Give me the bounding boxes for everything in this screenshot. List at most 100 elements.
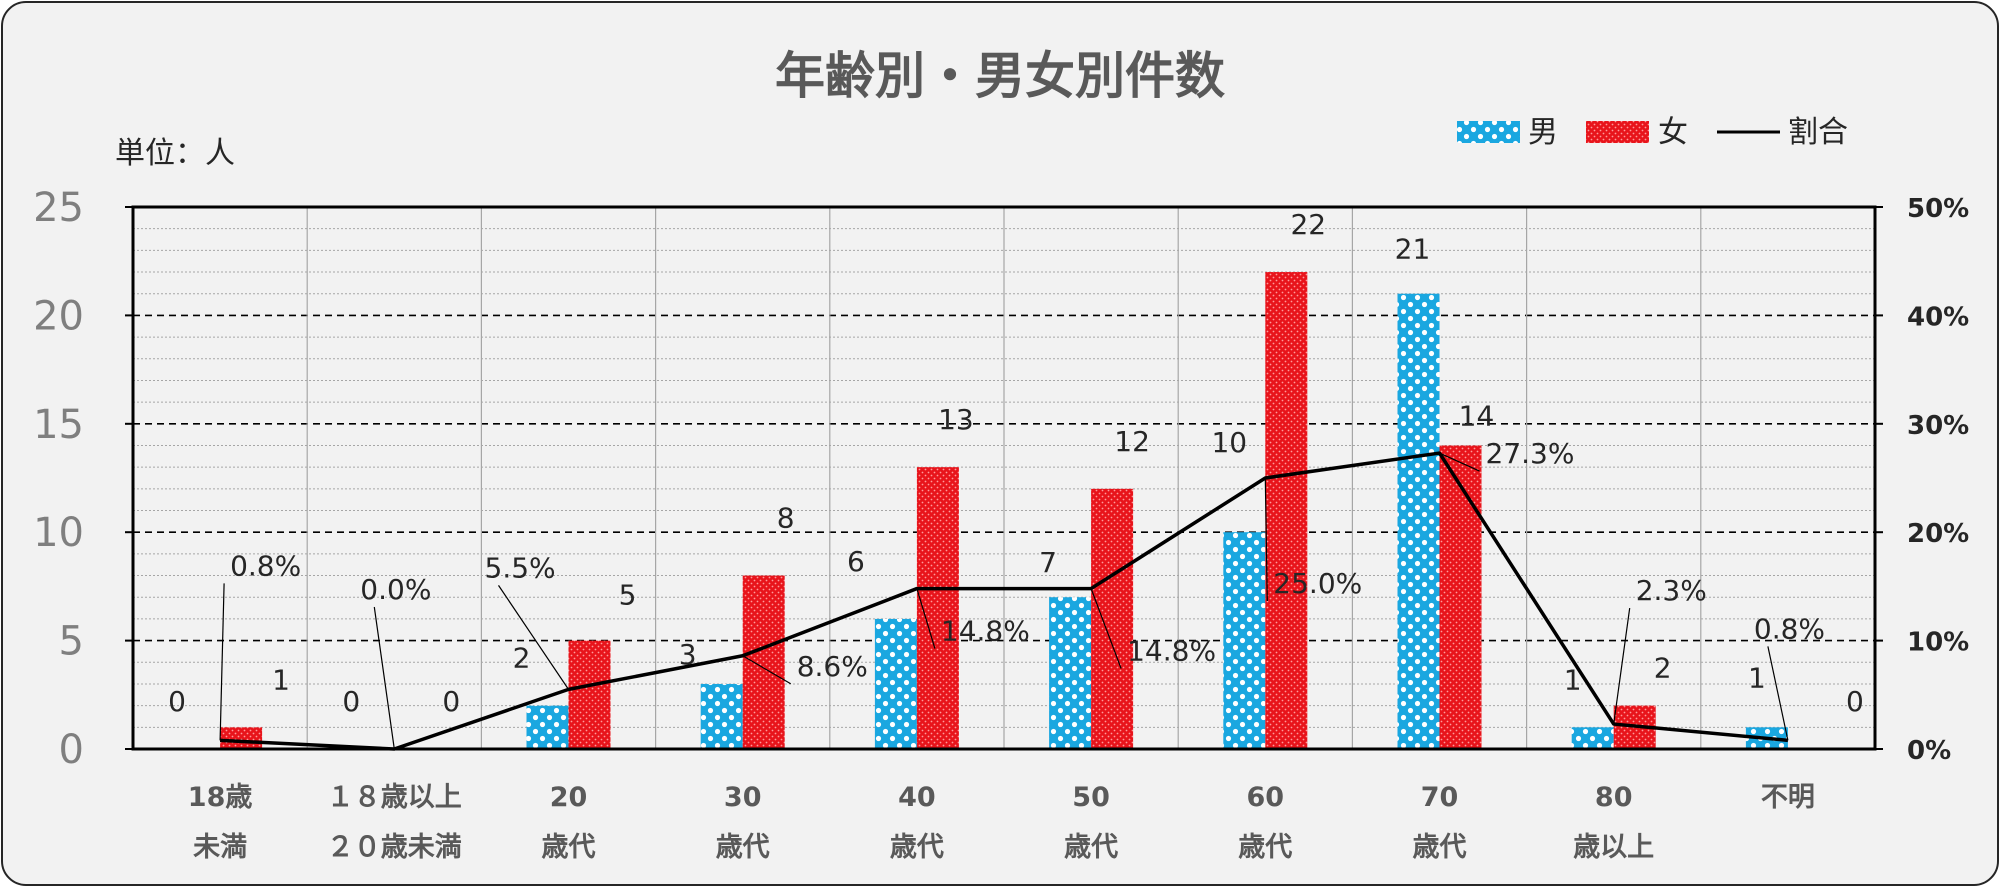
data-label-female: 13	[938, 403, 974, 436]
bar-male	[1571, 727, 1614, 749]
data-label-female: 5	[619, 579, 637, 612]
tick-label-group: 05101520250%10%20%30%40%50%18歳未満１８歳以上２０歳…	[33, 185, 1969, 863]
data-label-male: 21	[1395, 233, 1431, 266]
x-tick-label: ２０歳未満	[327, 832, 462, 863]
x-tick-label: 歳以上	[1573, 832, 1654, 863]
plot-frame	[131, 205, 1877, 751]
y-right-tick-label: 10%	[1907, 628, 1969, 658]
x-tick-label: 歳代	[1064, 832, 1118, 863]
x-tick-label: 18歳	[188, 782, 253, 813]
legend-label-male: 男	[1528, 115, 1558, 150]
data-label-female: 12	[1114, 425, 1150, 458]
data-label-ratio: 5.5%	[485, 551, 556, 584]
y-left-tick-label: 5	[59, 619, 84, 665]
x-tick-label: 80	[1595, 782, 1633, 813]
x-tick-label: 歳代	[542, 832, 596, 863]
data-label-male: 3	[679, 638, 697, 671]
bar-male	[1223, 532, 1266, 749]
bar-female	[916, 467, 959, 749]
data-label-ratio: 2.3%	[1636, 574, 1707, 607]
data-label-ratio: 0.8%	[230, 549, 301, 582]
legend-label-ratio: 割合	[1788, 115, 1848, 150]
ratio-leader-line	[1613, 607, 1631, 725]
chart-grid	[133, 207, 1875, 749]
data-label-male: 10	[1211, 426, 1247, 459]
bar-female	[220, 727, 263, 749]
ratio-leader-line	[219, 583, 225, 741]
y-right-tick-label: 50%	[1907, 194, 1969, 224]
chart-title: 年齢別・男女別件数	[775, 47, 1225, 105]
ratio-line-group	[220, 451, 1789, 751]
ratio-leader-line	[1264, 477, 1268, 602]
chart-axes	[125, 205, 1883, 751]
bar-male	[874, 618, 917, 749]
data-label-female: 0	[1846, 685, 1864, 718]
data-label-female: 2	[1654, 652, 1672, 685]
data-label-female: 8	[777, 502, 795, 535]
x-tick-label: 歳代	[890, 832, 944, 863]
x-tick-label: 歳代	[716, 832, 770, 863]
ratio-leader-line	[498, 585, 569, 690]
bar-male	[700, 683, 743, 749]
chart-legend: 男 女 割合	[1457, 115, 1848, 150]
y-left-tick-label: 15	[33, 402, 84, 448]
bar-male	[1397, 293, 1440, 749]
ratio-leader-line	[916, 588, 936, 649]
data-label-female: 0	[442, 685, 460, 718]
x-tick-label: 50	[1072, 782, 1110, 813]
bar-male	[1049, 597, 1092, 749]
data-label-ratio: 27.3%	[1486, 437, 1575, 470]
data-label-ratio: 25.0%	[1273, 567, 1362, 600]
bar-female	[1439, 445, 1482, 749]
bar-female	[1091, 488, 1134, 749]
bar-male	[526, 705, 569, 749]
legend-swatch-male	[1457, 121, 1520, 143]
y-right-tick-label: 0%	[1907, 736, 1951, 766]
data-label-female: 1	[272, 663, 290, 696]
data-label-ratio: 0.8%	[1754, 612, 1825, 645]
x-tick-label: 不明	[1761, 782, 1815, 813]
ratio-leader-line	[373, 606, 395, 750]
unit-label: 単位：人	[115, 136, 235, 171]
x-tick-label: 60	[1247, 782, 1285, 813]
y-right-tick-label: 30%	[1907, 411, 1969, 441]
y-left-tick-label: 10	[33, 510, 84, 556]
x-tick-label: 歳代	[1413, 832, 1467, 863]
x-tick-label: 20	[550, 782, 588, 813]
y-left-tick-label: 0	[59, 727, 84, 773]
x-tick-label: 70	[1421, 782, 1459, 813]
ratio-leader-line	[1767, 646, 1789, 741]
data-label-male: 7	[1039, 546, 1057, 579]
ratio-leader-line	[1090, 588, 1122, 669]
bar-group	[220, 272, 1788, 749]
data-label-female: 14	[1459, 399, 1495, 432]
x-tick-label: 未満	[193, 832, 247, 863]
y-left-tick-label: 25	[33, 185, 84, 231]
x-tick-label: 30	[724, 782, 762, 813]
y-left-tick-label: 20	[33, 293, 84, 339]
data-label-ratio: 14.8%	[941, 615, 1030, 648]
data-label-male: 1	[1748, 661, 1766, 694]
y-right-tick-label: 20%	[1907, 519, 1969, 549]
ratio-line	[220, 451, 1789, 751]
x-tick-label: 40	[898, 782, 936, 813]
data-label-male: 2	[513, 642, 531, 675]
data-label-ratio: 8.6%	[797, 650, 868, 683]
bar-female	[568, 640, 611, 749]
legend-label-female: 女	[1658, 115, 1688, 150]
data-label-male: 0	[168, 685, 186, 718]
data-label-female: 22	[1290, 208, 1326, 241]
data-label-ratio: 0.0%	[360, 573, 431, 606]
ratio-leader-line	[1439, 452, 1480, 472]
data-label-male: 6	[847, 545, 865, 578]
legend-swatch-female	[1586, 121, 1649, 143]
ratio-leader-line	[742, 655, 792, 685]
x-tick-label: １８歳以上	[327, 782, 462, 813]
bar-female	[742, 575, 785, 749]
y-right-tick-label: 40%	[1907, 302, 1969, 332]
data-label-male: 1	[1564, 663, 1582, 696]
data-label-ratio: 14.8%	[1127, 635, 1216, 668]
